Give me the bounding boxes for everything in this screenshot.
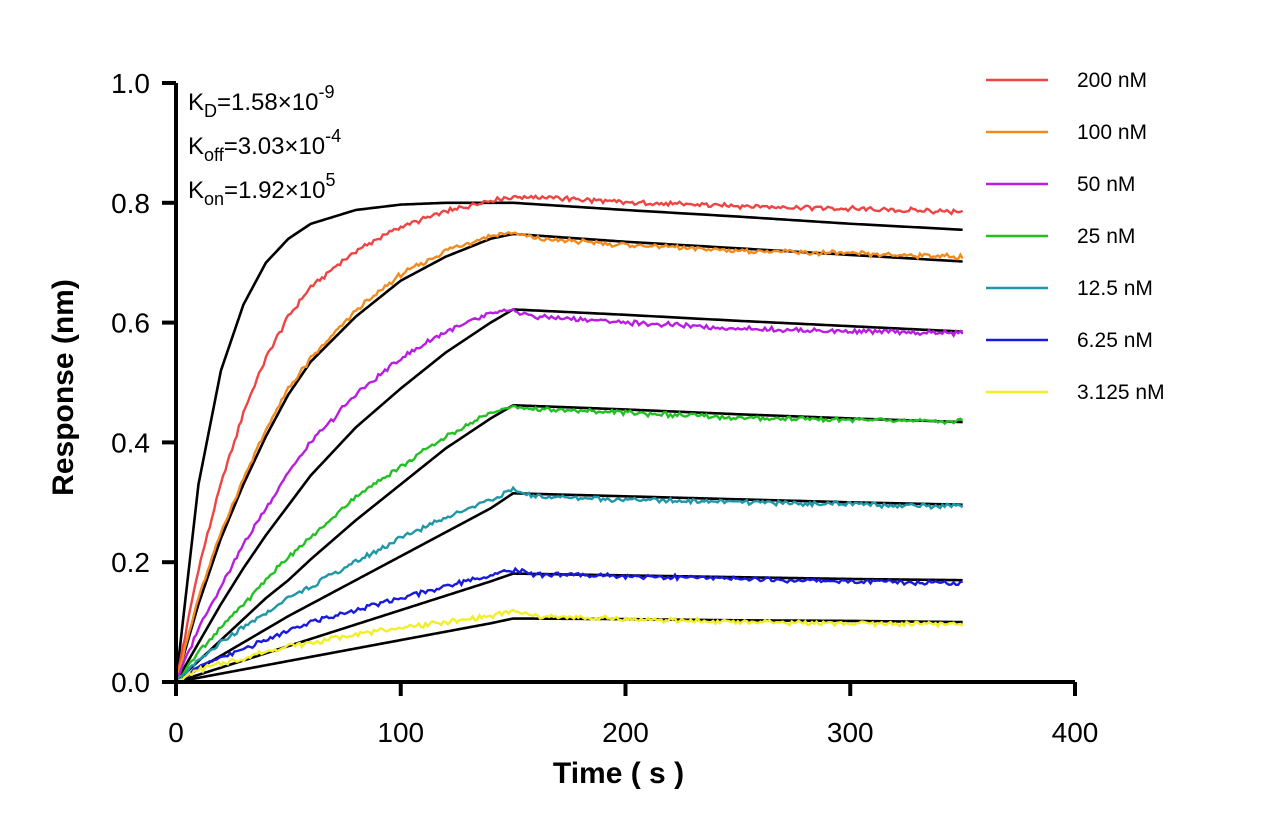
legend: 200 nM 100 nM 50 nM 25 nM 12.5 nM 6.25 nM 3.12… <box>986 69 1165 404</box>
legend-label-25-nm: 25 nM <box>1077 225 1135 248</box>
x-axis-title: Time ( s ) <box>553 757 684 790</box>
series-line-3-125-nm <box>175 608 964 684</box>
x-tick-label: 0 <box>168 717 184 748</box>
y-tick-label: 1.0 <box>111 68 150 99</box>
fit-curve-7 <box>175 617 963 684</box>
x-tick-label: 100 <box>377 717 424 748</box>
y-tick-label: 0.2 <box>111 547 150 578</box>
y-axis-title: Response (nm) <box>47 279 80 496</box>
annotation-kd: KD=1.58×10-9 <box>188 82 334 121</box>
y-tick-label: 0.6 <box>111 308 150 339</box>
kinetic-annotations: KD=1.58×10-9 Koff=3.03×10-4 Kon=1.92×105 <box>188 82 341 209</box>
x-tick-label: 300 <box>827 717 874 748</box>
annotation-kon: Kon=1.92×105 <box>188 170 336 209</box>
data-series <box>174 194 964 684</box>
series-line-200-nm <box>174 194 964 683</box>
series-line-6-25-nm <box>175 566 963 683</box>
y-tick-label: 0.0 <box>111 667 150 698</box>
y-tick-label: 0.8 <box>111 188 150 219</box>
fit-curve-3 <box>174 308 963 683</box>
annotation-koff: Koff=3.03×10-4 <box>188 126 341 165</box>
legend-label-200-nm: 200 nM <box>1077 69 1147 92</box>
series-line-12-5-nm <box>175 485 964 683</box>
fit-curve-2 <box>174 232 963 683</box>
fit-curve-1 <box>174 201 963 683</box>
series-line-50-nm <box>174 307 964 683</box>
legend-label-3-125-nm: 3.125 nM <box>1077 381 1165 404</box>
legend-label-6-25-nm: 6.25 nM <box>1077 329 1153 352</box>
series-line-100-nm <box>174 230 964 683</box>
fit-curves <box>174 201 963 684</box>
axes: 0 100 200 300 400 0.0 0.2 0.4 0.6 0.8 1.0 Time ( s … <box>47 68 1098 790</box>
fit-curve-5 <box>175 491 963 684</box>
x-tick-label: 200 <box>602 717 649 748</box>
fit-curve-4 <box>175 403 963 683</box>
y-tick-label: 0.4 <box>111 427 150 458</box>
series-line-25-nm <box>175 404 964 683</box>
legend-label-12-5-nm: 12.5 nM <box>1077 277 1153 300</box>
x-tick-label: 400 <box>1052 717 1099 748</box>
legend-label-50-nm: 50 nM <box>1077 173 1135 196</box>
legend-label-100-nm: 100 nM <box>1077 121 1147 144</box>
